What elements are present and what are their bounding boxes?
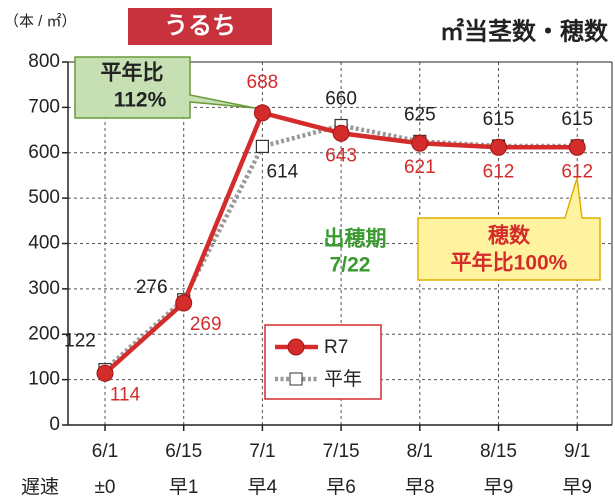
data-label: 612 [561, 161, 593, 182]
data-label: 114 [110, 384, 141, 405]
y-tick-label: 600 [28, 142, 60, 163]
x-tick-label: 8/1 [407, 441, 433, 462]
y-tick-label: 800 [28, 51, 60, 72]
y-tick-label: 400 [28, 233, 60, 254]
point [253, 104, 271, 122]
data-label: 660 [325, 89, 357, 110]
y-tick-label: 200 [28, 323, 60, 344]
point [411, 134, 429, 152]
x-tick-label: 8/15 [480, 441, 517, 462]
point [490, 138, 507, 156]
data-label: 615 [483, 109, 515, 130]
data-label: 688 [247, 72, 279, 93]
x-tick-label: 7/15 [323, 441, 360, 462]
x-sublabel: ±0 [95, 477, 116, 498]
point [255, 139, 269, 153]
legend-label: 平年 [324, 368, 362, 390]
chart-title: ㎡当茎数・穂数 [440, 17, 609, 45]
x-sublabel: 早9 [562, 477, 592, 498]
y-tick-label: 0 [49, 414, 60, 435]
data-label: 269 [190, 314, 222, 335]
data-label: 625 [404, 104, 436, 125]
annotation: 出穂期 [324, 228, 387, 251]
point [332, 124, 350, 142]
annotation: 平年比100% [451, 251, 568, 275]
data-label: 621 [404, 157, 436, 178]
data-label: 122 [64, 331, 96, 352]
annotation: 平年比 [101, 61, 164, 85]
y-tick-label: 500 [28, 187, 60, 208]
x-tick-label: 6/1 [92, 441, 118, 462]
tag: うるち [164, 12, 236, 39]
legend-marker [287, 338, 305, 356]
x-sublabel: 早1 [169, 477, 199, 498]
x-sublabel-title: 遅速 [21, 476, 59, 498]
y-tick-label: 300 [28, 278, 60, 299]
point [568, 138, 586, 156]
callout-box [74, 56, 256, 119]
point [96, 364, 114, 382]
unit-label: （本 / ㎡） [4, 13, 77, 30]
data-label: 615 [561, 109, 593, 130]
x-sublabel: 早8 [405, 477, 435, 498]
annotation: 112% [114, 89, 167, 112]
x-sublabel: 早9 [484, 477, 514, 498]
y-tick-label: 100 [28, 369, 60, 390]
callout-box [417, 177, 601, 281]
annotation: 7/22 [330, 254, 371, 277]
data-label: 614 [267, 161, 299, 182]
tag-box [128, 8, 272, 45]
x-tick-label: 6/15 [165, 441, 202, 462]
legend-box [264, 324, 382, 400]
annotation: 穂数 [488, 225, 531, 248]
y-tick-label: 700 [28, 96, 60, 117]
data-label: 276 [136, 277, 168, 298]
data-label: 643 [325, 145, 357, 166]
x-tick-label: 9/1 [564, 441, 590, 462]
x-tick-label: 7/1 [249, 441, 275, 462]
legend-label: R7 [324, 337, 348, 358]
x-sublabel: 早6 [326, 477, 356, 498]
legend-marker [289, 372, 303, 386]
x-sublabel: 早4 [248, 477, 278, 498]
data-label: 612 [483, 161, 515, 182]
point [175, 294, 193, 312]
